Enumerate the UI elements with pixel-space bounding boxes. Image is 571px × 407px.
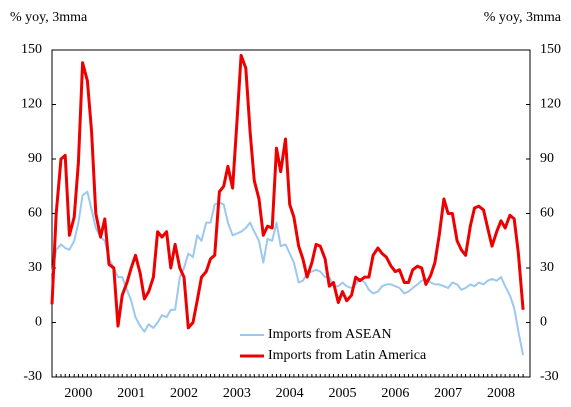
x-tick-label: 2005 [328, 386, 356, 401]
y-tick-label: 0 [35, 315, 42, 330]
y-tick-label: 90 [28, 151, 42, 166]
y2-tick-label: -30 [540, 369, 559, 384]
y2-axis-label: % yoy, 3mma [484, 10, 562, 25]
x-tick-label: 2001 [117, 386, 145, 401]
series-line [51, 190, 525, 356]
x-tick-label: 2004 [276, 386, 304, 401]
y-tick-label: -30 [23, 369, 42, 384]
x-tick-label: 2008 [487, 386, 515, 401]
x-tick-label: 2007 [434, 386, 462, 401]
y2-tick-label: 90 [540, 151, 554, 166]
series-line [50, 53, 525, 330]
y-tick-label: 60 [28, 206, 42, 221]
x-tick-label: 2006 [381, 386, 409, 401]
y-axis-label: % yoy, 3mma [10, 10, 88, 25]
y2-tick-label: 60 [540, 206, 554, 221]
y2-tick-label: 0 [540, 315, 547, 330]
legend-label: Imports from Latin America [268, 348, 427, 363]
y-tick-label: 150 [21, 42, 42, 57]
x-tick-label: 2000 [64, 386, 92, 401]
y2-tick-label: 150 [540, 42, 561, 57]
x-tick-label: 2002 [170, 386, 198, 401]
y-tick-label: 120 [21, 97, 42, 112]
x-tick-label: 2003 [223, 386, 251, 401]
y-tick-label: 30 [28, 260, 42, 275]
y2-tick-label: 120 [540, 97, 561, 112]
legend-label: Imports from ASEAN [268, 327, 392, 342]
y2-tick-label: 30 [540, 260, 554, 275]
